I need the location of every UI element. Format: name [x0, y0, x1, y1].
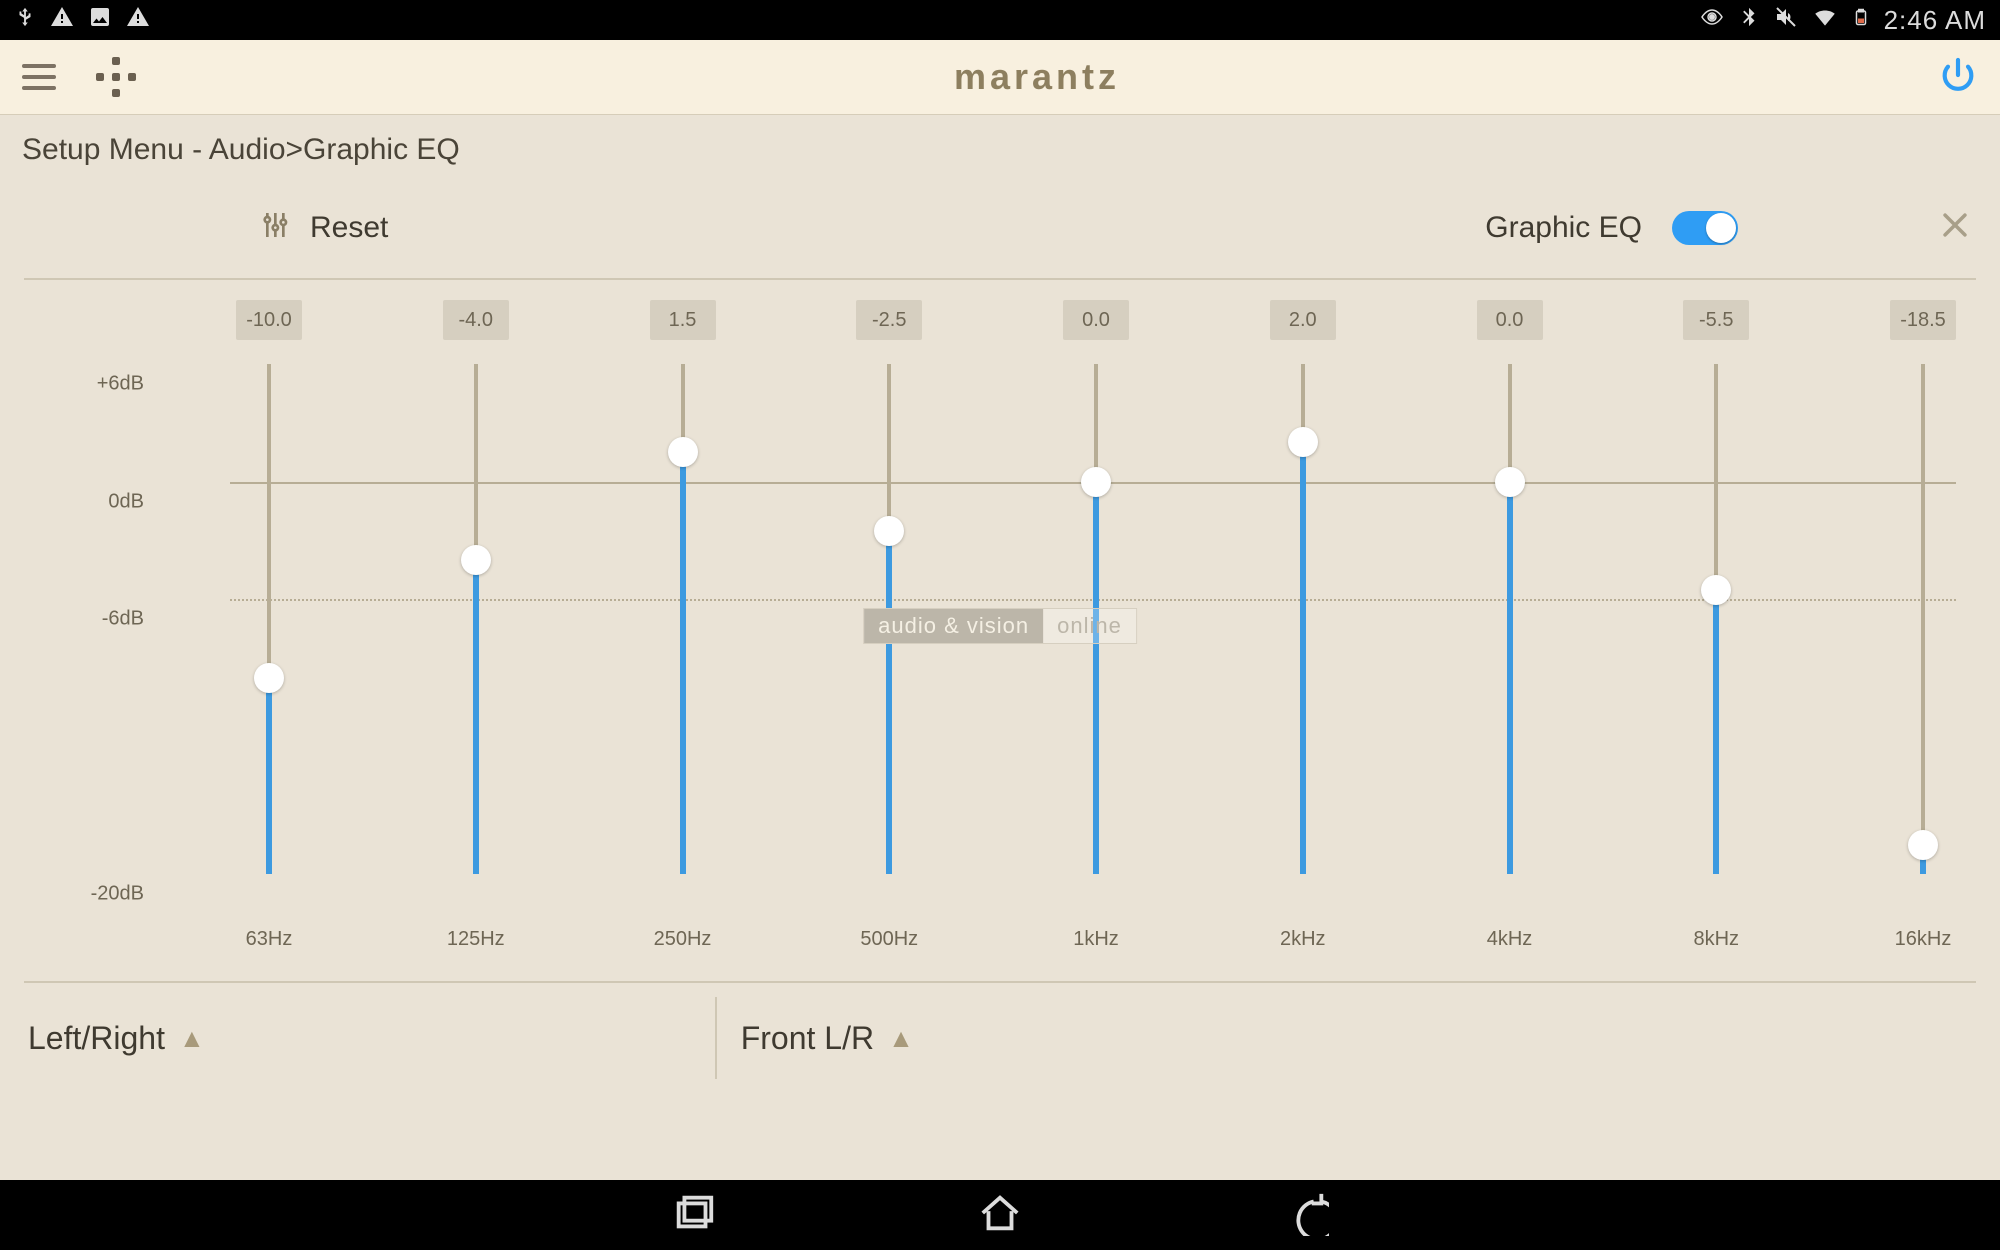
slider-thumb[interactable] — [1908, 830, 1938, 860]
speaker-select-front[interactable]: Front L/R ▲ — [717, 983, 944, 1093]
slider-thumb[interactable] — [1495, 467, 1525, 497]
freq-label: 2kHz — [1270, 928, 1336, 951]
menu-icon[interactable] — [22, 64, 56, 90]
eq-slider[interactable] — [1683, 364, 1749, 874]
brand-logo: marantz — [954, 56, 1120, 98]
freq-label: 63Hz — [236, 928, 302, 951]
android-nav-bar — [0, 1180, 2000, 1250]
power-icon[interactable] — [1938, 55, 1978, 100]
reset-icon[interactable] — [258, 205, 290, 250]
slider-thumb[interactable] — [1701, 575, 1731, 605]
battery-icon — [1852, 4, 1870, 37]
watermark: audio & vision online — [863, 608, 1137, 644]
slider-thumb[interactable] — [668, 437, 698, 467]
eye-icon — [1700, 5, 1724, 36]
graphic-eq-toggle[interactable] — [1672, 211, 1738, 245]
eq-value-box[interactable]: 2.0 — [1270, 300, 1336, 340]
eq-value-box[interactable]: -10.0 — [236, 300, 302, 340]
bottom-row: Left/Right ▲ Front L/R ▲ — [24, 983, 1976, 1093]
reset-button[interactable]: Reset — [310, 211, 388, 245]
eq-slider[interactable] — [236, 364, 302, 874]
chevron-up-icon: ▲ — [888, 1023, 914, 1054]
freq-label: 16kHz — [1890, 928, 1956, 951]
eq-slider[interactable] — [1890, 364, 1956, 874]
freq-label: 250Hz — [650, 928, 716, 951]
eq-slider[interactable] — [1270, 364, 1336, 874]
status-clock: 2:46 AM — [1884, 5, 1986, 36]
bluetooth-icon — [1738, 6, 1760, 35]
slider-thumb[interactable] — [874, 516, 904, 546]
eq-value-box[interactable]: 0.0 — [1063, 300, 1129, 340]
wifi-icon — [1812, 4, 1838, 37]
eq-value-box[interactable]: -2.5 — [856, 300, 922, 340]
breadcrumb: Setup Menu - Audio>Graphic EQ — [0, 115, 2000, 187]
recent-apps-icon[interactable] — [671, 1190, 717, 1241]
close-icon[interactable] — [1938, 208, 1972, 247]
usb-icon — [14, 6, 36, 35]
freq-label: 1kHz — [1063, 928, 1129, 951]
mute-icon — [1774, 5, 1798, 36]
y-axis-label: 0dB — [64, 490, 144, 513]
eq-slider[interactable] — [1477, 364, 1543, 874]
slider-thumb[interactable] — [461, 545, 491, 575]
controls-row: Reset Graphic EQ — [24, 187, 1976, 280]
warning-icon — [126, 5, 150, 36]
y-axis-label: -20dB — [64, 883, 144, 906]
android-status-bar: 2:46 AM — [0, 0, 2000, 40]
app-header: marantz — [0, 40, 2000, 115]
chevron-up-icon: ▲ — [179, 1023, 205, 1054]
content-area: Reset Graphic EQ -10.0 -4.0 1.5 -2.5 0.0 2.0 0… — [0, 187, 2000, 1180]
freq-label: 8kHz — [1683, 928, 1749, 951]
image-icon — [88, 5, 112, 36]
freq-label: 4kHz — [1477, 928, 1543, 951]
y-axis-label: -6dB — [64, 608, 144, 631]
eq-slider[interactable] — [443, 364, 509, 874]
freq-label: 500Hz — [856, 928, 922, 951]
eq-value-box[interactable]: -18.5 — [1890, 300, 1956, 340]
eq-value-box[interactable]: -5.5 — [1683, 300, 1749, 340]
eq-value-box[interactable]: -4.0 — [443, 300, 509, 340]
channel-select-lr[interactable]: Left/Right ▲ — [24, 983, 235, 1093]
warning-icon — [50, 5, 74, 36]
eq-chart: -10.0 -4.0 1.5 -2.5 0.0 2.0 0.0 -5.5 -18.5 +6dB 0… — [24, 300, 1976, 951]
eq-value-box[interactable]: 1.5 — [650, 300, 716, 340]
y-axis-label: +6dB — [64, 373, 144, 396]
slider-thumb[interactable] — [254, 663, 284, 693]
home-icon[interactable] — [977, 1190, 1023, 1241]
graphic-eq-label: Graphic EQ — [1485, 211, 1642, 245]
navigate-icon[interactable] — [96, 57, 136, 97]
slider-thumb[interactable] — [1081, 467, 1111, 497]
freq-label: 125Hz — [443, 928, 509, 951]
eq-slider[interactable] — [650, 364, 716, 874]
slider-thumb[interactable] — [1288, 427, 1318, 457]
eq-value-box[interactable]: 0.0 — [1477, 300, 1543, 340]
back-icon[interactable] — [1283, 1190, 1329, 1241]
